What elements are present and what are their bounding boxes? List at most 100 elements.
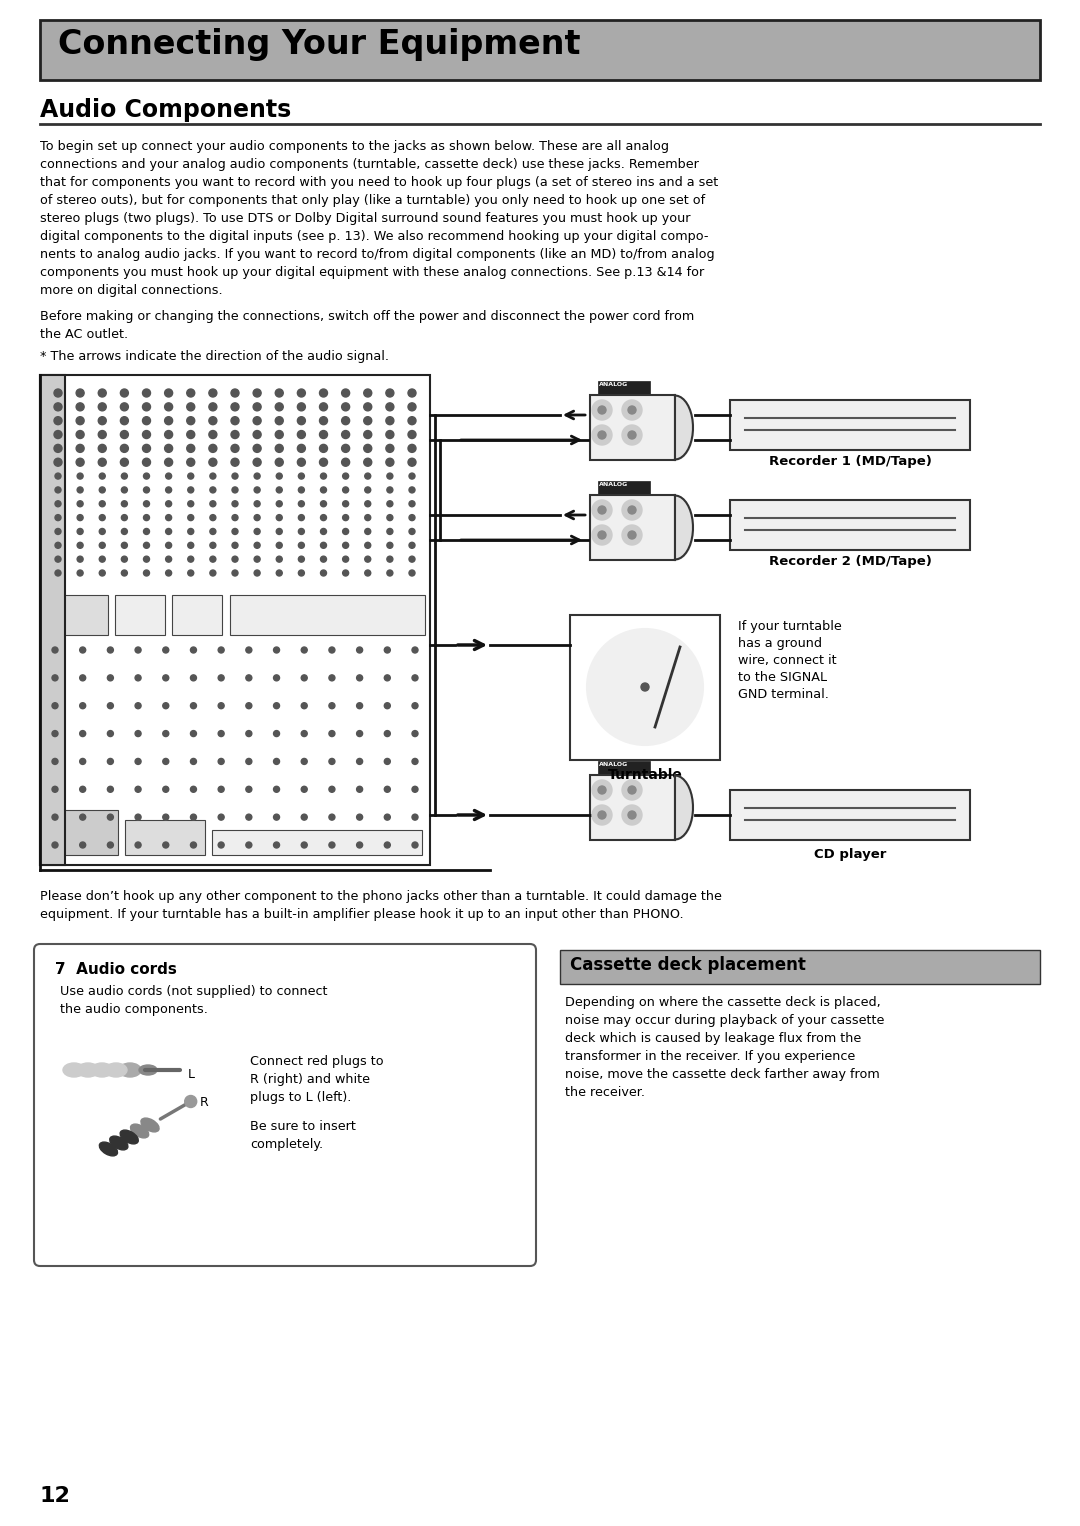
Circle shape bbox=[298, 542, 305, 548]
Circle shape bbox=[642, 684, 649, 691]
Circle shape bbox=[321, 542, 326, 548]
Circle shape bbox=[120, 389, 129, 397]
Circle shape bbox=[232, 555, 238, 562]
Circle shape bbox=[246, 647, 252, 653]
Circle shape bbox=[188, 514, 193, 520]
Circle shape bbox=[143, 444, 150, 452]
Circle shape bbox=[384, 731, 390, 737]
Circle shape bbox=[254, 487, 260, 493]
Circle shape bbox=[218, 731, 225, 737]
Circle shape bbox=[76, 458, 84, 467]
Circle shape bbox=[321, 555, 326, 562]
Bar bbox=[590, 395, 675, 459]
Circle shape bbox=[163, 731, 168, 737]
Ellipse shape bbox=[139, 1065, 157, 1074]
Circle shape bbox=[384, 786, 390, 792]
Circle shape bbox=[409, 542, 415, 548]
Circle shape bbox=[98, 417, 106, 424]
Circle shape bbox=[208, 444, 217, 452]
Circle shape bbox=[98, 389, 106, 397]
Ellipse shape bbox=[77, 1064, 99, 1077]
Circle shape bbox=[55, 487, 60, 493]
Circle shape bbox=[627, 531, 636, 539]
Circle shape bbox=[356, 702, 363, 708]
Circle shape bbox=[52, 702, 58, 708]
Ellipse shape bbox=[140, 1119, 159, 1132]
Circle shape bbox=[253, 389, 261, 397]
Ellipse shape bbox=[105, 1064, 127, 1077]
Circle shape bbox=[301, 786, 307, 792]
Circle shape bbox=[298, 514, 305, 520]
Circle shape bbox=[188, 571, 193, 575]
Circle shape bbox=[121, 473, 127, 479]
Circle shape bbox=[627, 810, 636, 819]
Circle shape bbox=[598, 531, 606, 539]
Text: Before making or changing the connections, switch off the power and disconnect t: Before making or changing the connection… bbox=[40, 310, 694, 340]
Text: Use audio cords (not supplied) to connect
the audio components.: Use audio cords (not supplied) to connec… bbox=[60, 984, 327, 1016]
Circle shape bbox=[329, 815, 335, 819]
Circle shape bbox=[77, 473, 83, 479]
Circle shape bbox=[187, 389, 194, 397]
Circle shape bbox=[231, 444, 239, 452]
Circle shape bbox=[384, 842, 390, 848]
Circle shape bbox=[232, 501, 238, 507]
Circle shape bbox=[77, 514, 83, 520]
Circle shape bbox=[218, 815, 225, 819]
Circle shape bbox=[320, 458, 327, 467]
Circle shape bbox=[164, 403, 173, 410]
Circle shape bbox=[321, 501, 326, 507]
Text: If your turntable
has a ground
wire, connect it
to the SIGNAL
GND terminal.: If your turntable has a ground wire, con… bbox=[738, 620, 841, 700]
Circle shape bbox=[320, 444, 327, 452]
Circle shape bbox=[342, 473, 349, 479]
Circle shape bbox=[592, 780, 612, 800]
Circle shape bbox=[246, 758, 252, 765]
Circle shape bbox=[187, 444, 194, 452]
Circle shape bbox=[592, 525, 612, 545]
Circle shape bbox=[409, 571, 415, 575]
Text: Turntable: Turntable bbox=[608, 768, 683, 781]
Circle shape bbox=[342, 528, 349, 534]
Circle shape bbox=[77, 528, 83, 534]
Circle shape bbox=[121, 571, 127, 575]
Text: 7  Audio cords: 7 Audio cords bbox=[55, 961, 177, 977]
Circle shape bbox=[408, 444, 416, 452]
Circle shape bbox=[99, 571, 105, 575]
Circle shape bbox=[187, 417, 194, 424]
Circle shape bbox=[411, 786, 418, 792]
Circle shape bbox=[165, 571, 172, 575]
Circle shape bbox=[411, 815, 418, 819]
Circle shape bbox=[408, 458, 416, 467]
Circle shape bbox=[254, 514, 260, 520]
Circle shape bbox=[107, 731, 113, 737]
Circle shape bbox=[320, 403, 327, 410]
Bar bbox=[561, 951, 1040, 984]
Circle shape bbox=[144, 514, 149, 520]
Bar bbox=[730, 400, 970, 450]
Circle shape bbox=[52, 842, 58, 848]
Circle shape bbox=[622, 400, 642, 420]
Circle shape bbox=[329, 647, 335, 653]
Circle shape bbox=[298, 501, 305, 507]
Circle shape bbox=[365, 571, 370, 575]
Bar bbox=[590, 494, 675, 560]
Circle shape bbox=[275, 444, 283, 452]
Circle shape bbox=[80, 758, 85, 765]
Circle shape bbox=[356, 758, 363, 765]
Circle shape bbox=[254, 542, 260, 548]
Circle shape bbox=[163, 702, 168, 708]
Circle shape bbox=[135, 674, 141, 681]
Text: To begin set up connect your audio components to the jacks as shown below. These: To begin set up connect your audio compo… bbox=[40, 140, 718, 298]
Circle shape bbox=[276, 487, 282, 493]
Circle shape bbox=[190, 842, 197, 848]
Circle shape bbox=[76, 403, 84, 410]
Circle shape bbox=[232, 473, 238, 479]
Bar bbox=[590, 775, 675, 839]
Circle shape bbox=[164, 389, 173, 397]
Circle shape bbox=[98, 403, 106, 410]
Circle shape bbox=[135, 758, 141, 765]
Circle shape bbox=[144, 542, 149, 548]
Circle shape bbox=[364, 458, 372, 467]
Circle shape bbox=[190, 731, 197, 737]
Circle shape bbox=[409, 487, 415, 493]
Circle shape bbox=[76, 417, 84, 424]
